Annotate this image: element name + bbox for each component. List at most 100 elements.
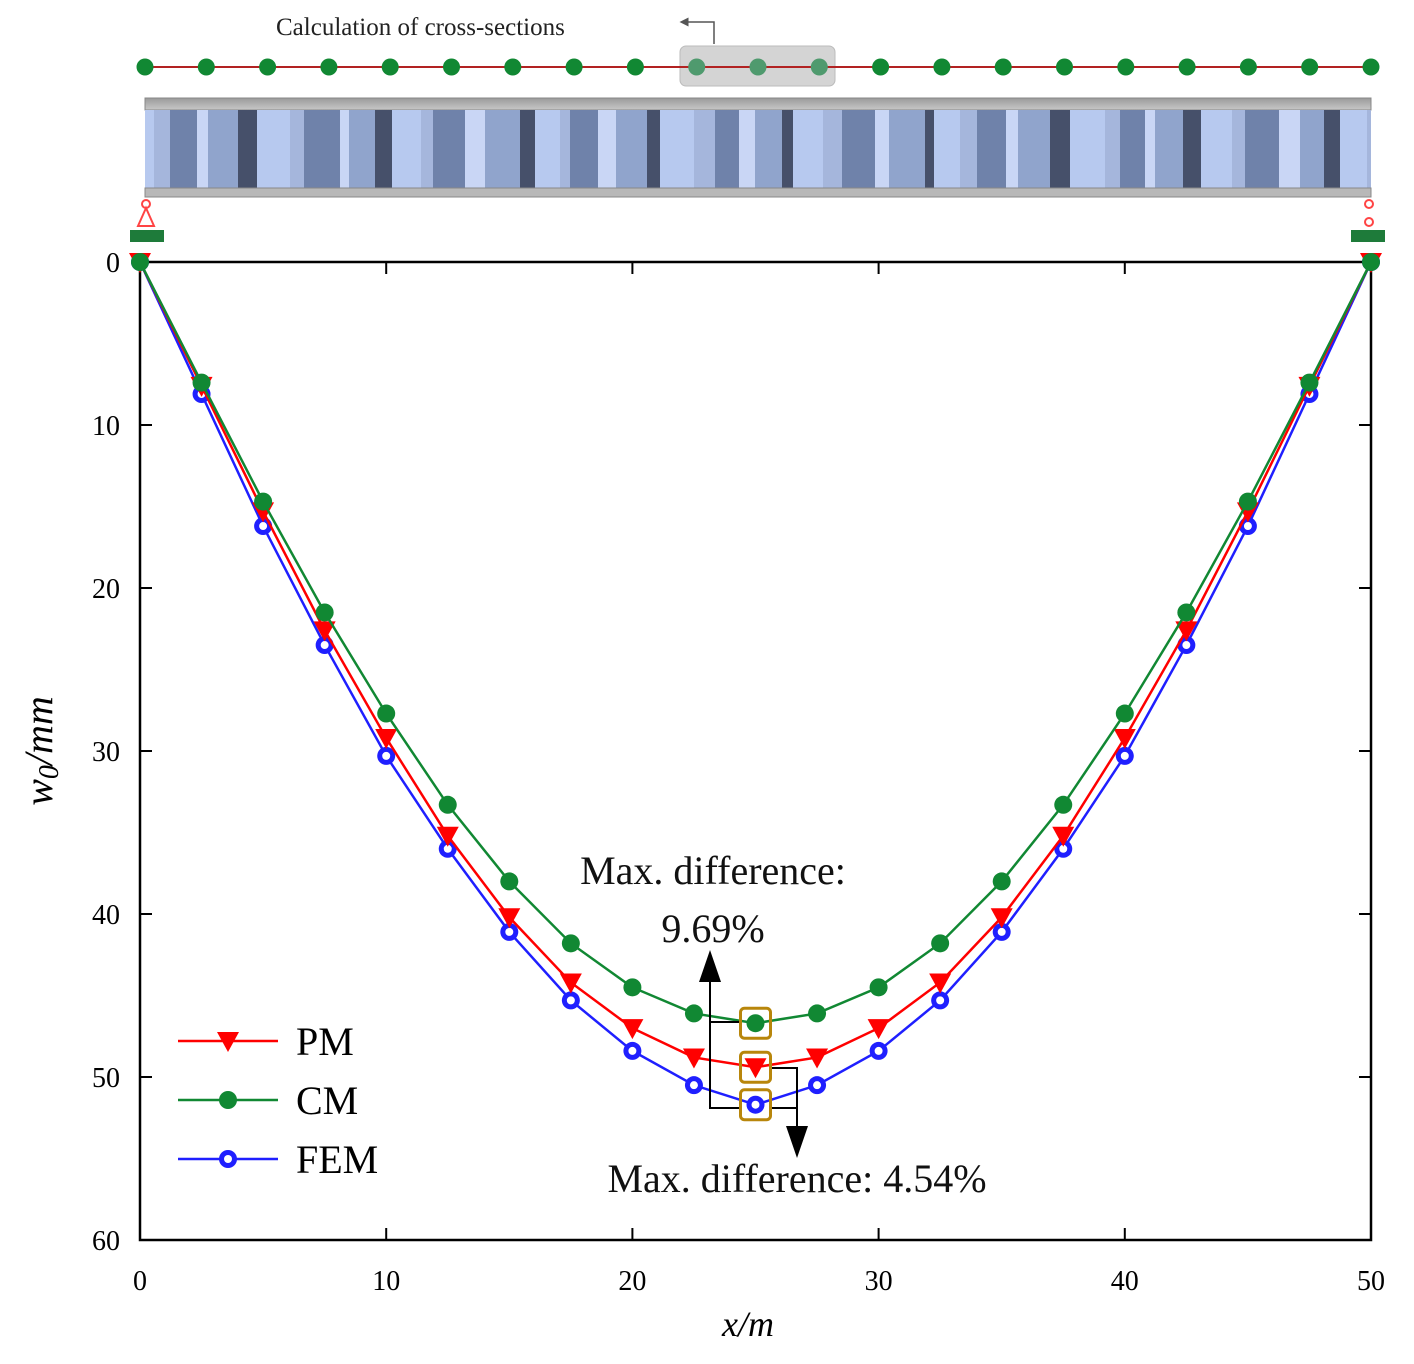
web-stripe xyxy=(647,110,660,188)
web-stripe xyxy=(226,110,238,188)
web-stripe xyxy=(1245,110,1265,188)
web-stripe xyxy=(1300,110,1315,188)
point-fem-center xyxy=(382,751,391,760)
point-cm xyxy=(746,1014,765,1033)
web-stripe xyxy=(1201,110,1213,188)
beam-node xyxy=(1301,58,1319,76)
web-stripe xyxy=(811,110,823,188)
web-stripe xyxy=(392,110,403,188)
web-stripe xyxy=(680,110,694,188)
point-fem-center xyxy=(689,1081,698,1090)
upper-difference-line2: 9.69% xyxy=(661,906,764,951)
web-stripe xyxy=(560,110,570,188)
web-stripe xyxy=(587,110,598,188)
beam-diagram: Calculation of cross-sections xyxy=(130,14,1385,242)
highlight-box-pm xyxy=(739,1050,772,1084)
web-stripe xyxy=(739,110,755,188)
legend: PM CM FEM xyxy=(178,1019,378,1182)
series-line-fem xyxy=(138,261,1373,1107)
web-stripe xyxy=(1340,110,1350,188)
beam-node xyxy=(443,58,460,76)
beam-node xyxy=(136,58,154,76)
beam-node xyxy=(626,58,644,76)
legend-label: CM xyxy=(296,1078,358,1123)
series-pm xyxy=(129,253,1382,1079)
web-stripe xyxy=(977,110,988,188)
legend-item-fem: FEM xyxy=(178,1137,378,1182)
web-stripe xyxy=(1315,110,1324,188)
right-support-base xyxy=(1351,230,1385,242)
web-stripe xyxy=(349,110,365,188)
web-stripe xyxy=(628,110,647,188)
web-stripe xyxy=(570,110,587,188)
point-cm xyxy=(254,492,273,511)
web-stripe xyxy=(1279,110,1300,188)
web-stripe xyxy=(238,110,257,188)
point-cm xyxy=(315,603,334,622)
series-cm xyxy=(131,253,1380,1033)
web-stripe xyxy=(1006,110,1018,188)
beam-node xyxy=(565,58,583,76)
legend-item-cm: CM xyxy=(178,1078,358,1123)
y-tick-label: 20 xyxy=(92,574,120,605)
web-stripe xyxy=(544,110,560,188)
web-stripe xyxy=(1120,110,1129,188)
web-stripe xyxy=(257,110,270,188)
y-axis-symbol: w xyxy=(16,779,61,806)
point-cm xyxy=(1115,704,1134,723)
point-cm xyxy=(1362,253,1380,271)
web-stripe xyxy=(855,110,875,188)
highlight-box-fem xyxy=(739,1088,772,1122)
web-stripe xyxy=(598,110,616,188)
difference-annotation: Max. difference: 9.69% Max. difference: … xyxy=(580,848,986,1201)
point-fem-center xyxy=(813,1081,822,1090)
y-axis-unit: /mm xyxy=(16,696,61,767)
beam-node xyxy=(381,58,399,76)
web-stripe xyxy=(755,110,765,188)
beam-node xyxy=(259,58,277,76)
beam-node xyxy=(994,58,1012,76)
web-stripe xyxy=(197,110,208,188)
y-tick-label: 50 xyxy=(92,1063,120,1094)
y-tick-label: 0 xyxy=(106,248,120,279)
web-stripe xyxy=(1145,110,1155,188)
web-stripe xyxy=(340,110,349,188)
web-stripe xyxy=(208,110,226,188)
web-stripe xyxy=(290,110,304,188)
web-stripe xyxy=(520,110,535,188)
beam-node xyxy=(1117,58,1135,76)
web-stripe xyxy=(842,110,855,188)
beam-nodes xyxy=(136,58,1380,76)
right-pin xyxy=(1364,199,1374,209)
beam-node xyxy=(872,58,890,76)
beam-node xyxy=(504,58,522,76)
legend-item-pm: PM xyxy=(178,1019,354,1064)
web-stripe xyxy=(499,110,520,188)
point-fem-center xyxy=(1182,641,1191,650)
point-fem-center xyxy=(1243,522,1252,531)
web-stripe xyxy=(1213,110,1232,188)
point-cm xyxy=(561,934,580,953)
point-pm xyxy=(498,908,521,929)
x-tick-label: 40 xyxy=(1111,1266,1139,1297)
point-pm xyxy=(559,973,582,994)
beam-web xyxy=(145,110,1371,188)
point-fem-center xyxy=(1059,844,1068,853)
y-axis-label: w0/mm xyxy=(16,696,65,806)
x-tick-label: 10 xyxy=(372,1266,400,1297)
axis-ticks: 0 10 20 30 40 50 0 10 20 30 40 50 60 xyxy=(92,248,1385,1297)
point-fem-center xyxy=(874,1046,883,1055)
web-stripe xyxy=(910,110,925,188)
left-support xyxy=(130,199,164,242)
upper-difference-line1: Max. difference: xyxy=(580,848,846,893)
point-pm xyxy=(313,621,336,642)
right-support xyxy=(1351,199,1385,242)
web-stripe xyxy=(325,110,340,188)
point-cm xyxy=(377,704,396,723)
y-tick-label: 30 xyxy=(92,737,120,768)
beam-top-flange xyxy=(144,97,1372,111)
beam-node xyxy=(749,58,767,76)
point-pm xyxy=(990,908,1013,929)
